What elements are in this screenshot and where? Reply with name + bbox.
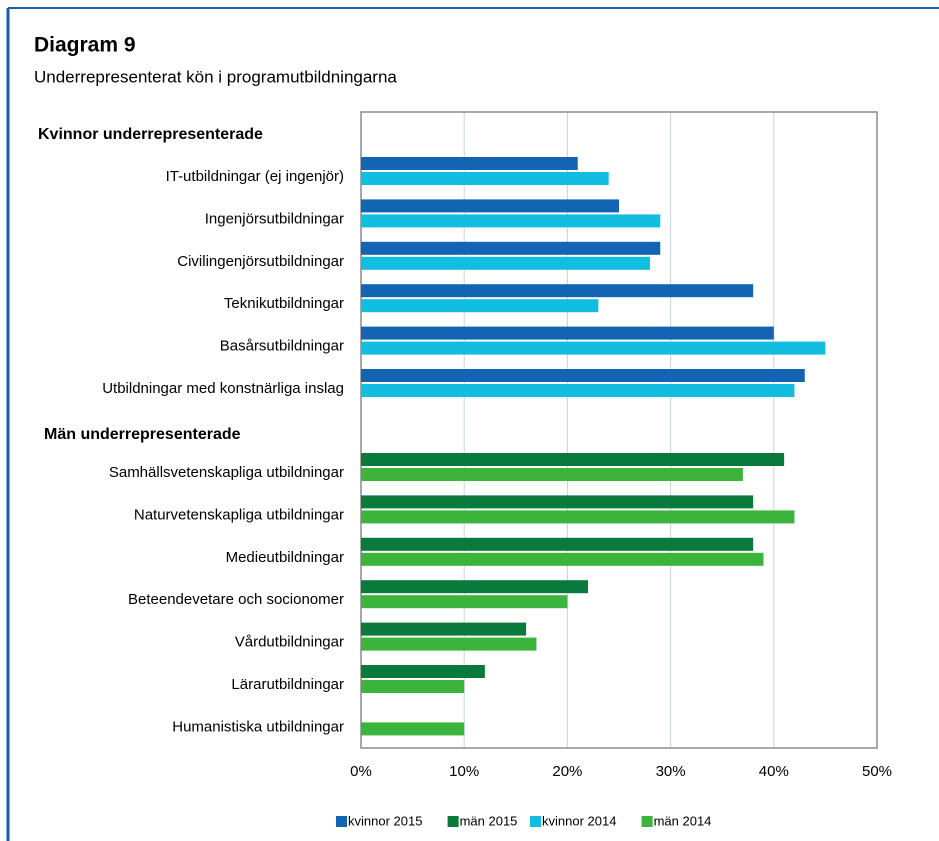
- legend-label: män 2014: [654, 813, 712, 828]
- y-tick-label: Basårsutbildningar: [220, 338, 344, 355]
- legend-label: män 2015: [460, 813, 518, 828]
- bar: [361, 495, 754, 509]
- chart-subtitle: Underrepresenterat kön i programutbildni…: [34, 67, 397, 86]
- x-tick-label: 50%: [862, 763, 892, 780]
- y-tick-label: Naturvetenskapliga utbildningar: [134, 506, 344, 523]
- bar: [361, 580, 589, 594]
- bar: [361, 552, 764, 566]
- x-tick-label: 20%: [552, 763, 582, 780]
- y-tick-label: Medieutbildningar: [226, 549, 344, 566]
- legend-swatch: [447, 816, 459, 827]
- bar: [361, 241, 661, 255]
- bar: [361, 510, 795, 524]
- bar: [361, 680, 465, 693]
- bar: [361, 157, 578, 170]
- bar: [361, 341, 826, 355]
- bar: [361, 595, 568, 609]
- bar: [361, 326, 774, 340]
- bar: [361, 665, 485, 678]
- plot-border: [360, 111, 878, 749]
- legend-swatch: [641, 816, 653, 827]
- bar: [361, 256, 650, 270]
- bar: [361, 453, 785, 466]
- bar: [361, 537, 754, 551]
- y-tick-label: Samhällsvetenskapliga utbildningar: [109, 464, 344, 481]
- y-tick-label: Teknikutbildningar: [224, 295, 344, 312]
- x-tick-label: 40%: [759, 763, 789, 780]
- y-tick-label: Civilingenjörsutbildningar: [177, 253, 344, 270]
- bar: [361, 172, 609, 185]
- y-tick-label: Humanistiska utbildningar: [172, 718, 344, 735]
- bar: [361, 384, 795, 397]
- bar: [361, 468, 743, 481]
- x-tick-label: 0%: [350, 763, 372, 780]
- bar: [361, 622, 527, 636]
- y-tick-label: Vårdutbildningar: [235, 634, 344, 651]
- bar: [361, 214, 661, 228]
- bar: [361, 369, 805, 382]
- y-tick-label: Beteendevetare och socionomer: [128, 591, 344, 608]
- section-label: Kvinnor underrepresenterade: [38, 126, 263, 143]
- y-tick-label: IT-utbildningar (ej ingenjör): [166, 168, 344, 185]
- bar: [361, 722, 465, 736]
- y-tick-label: Ingenjörsutbildningar: [205, 210, 344, 227]
- bar: [361, 637, 537, 651]
- bar: [361, 199, 619, 213]
- legend-label: kvinnor 2014: [542, 813, 616, 828]
- section-label: Män underrepresenterade: [44, 426, 241, 443]
- bar: [361, 299, 599, 313]
- y-tick-label: Lärarutbildningar: [231, 676, 344, 693]
- bar: [361, 284, 754, 298]
- legend-swatch: [336, 816, 347, 827]
- x-tick-label: 30%: [656, 763, 686, 780]
- y-tick-label: Utbildningar med konstnärliga inslag: [102, 380, 344, 397]
- x-tick-label: 10%: [449, 763, 479, 780]
- legend-label: kvinnor 2015: [348, 813, 422, 828]
- legend-swatch: [530, 816, 541, 827]
- chart-title: Diagram 9: [34, 34, 136, 57]
